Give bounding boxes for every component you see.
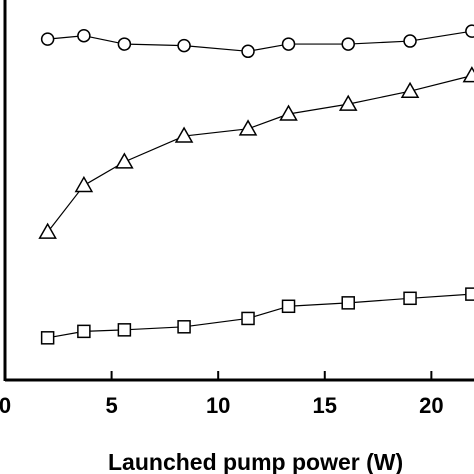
triangle-marker <box>238 119 258 136</box>
series-line-segment <box>83 329 125 332</box>
circle-marker <box>465 24 474 38</box>
series-line-segment <box>348 90 411 105</box>
series-line-segment <box>348 40 411 45</box>
square-marker <box>117 323 132 337</box>
triangle-marker <box>174 126 194 143</box>
x-ticks: 0 5 10 15 20 <box>0 371 444 418</box>
series-line-segment <box>124 43 185 47</box>
x-tick-label: 15 <box>313 393 337 418</box>
square-marker <box>241 311 255 326</box>
square-marker <box>177 320 191 334</box>
series-line-segment <box>409 30 472 42</box>
circle-marker <box>341 37 355 51</box>
series-line-segment <box>124 326 185 331</box>
triangle-marker <box>74 175 94 193</box>
x-tick-label: 20 <box>419 393 443 418</box>
plot-frame <box>3 0 474 382</box>
square-marker <box>40 331 55 345</box>
series-line-segment <box>83 35 125 45</box>
series-line-segment <box>348 297 411 304</box>
triangle-marker <box>338 94 358 111</box>
triangle-marker <box>400 81 420 98</box>
triangle-marker <box>279 104 298 121</box>
circle-marker <box>40 32 55 46</box>
square-marker <box>465 287 474 301</box>
series-line-segment <box>184 128 249 137</box>
circle-marker <box>77 28 91 43</box>
series-line-segment <box>410 293 472 299</box>
series-square <box>40 287 474 345</box>
series-line-segment <box>247 43 289 52</box>
series-line-segment <box>288 103 349 115</box>
series-line-segment <box>288 302 349 307</box>
circle-marker <box>281 37 296 51</box>
series-circle <box>40 24 474 59</box>
circle-marker <box>241 44 255 59</box>
circle-marker <box>177 38 191 53</box>
square-marker <box>341 296 355 310</box>
series-line-segment <box>47 185 85 233</box>
x-axis-title: Launched pump power (W) <box>108 449 403 474</box>
x-tick-label: 10 <box>206 393 230 418</box>
square-marker <box>281 299 296 314</box>
triangle-marker <box>462 66 474 83</box>
series-line-segment <box>183 317 249 328</box>
x-tick-label: 0 <box>0 393 11 418</box>
triangle-marker <box>38 222 57 239</box>
circle-marker <box>117 37 132 51</box>
circle-marker <box>403 34 417 48</box>
square-marker <box>403 291 417 306</box>
series-line-segment <box>409 75 473 92</box>
series-line-segment <box>247 305 289 320</box>
series-triangle <box>38 66 474 239</box>
x-tick-label: 5 <box>105 393 117 418</box>
square-marker <box>77 324 91 339</box>
series-layer <box>38 24 474 345</box>
triangle-marker <box>115 152 134 169</box>
series-line-segment <box>124 135 185 163</box>
series-line-segment <box>184 45 249 52</box>
